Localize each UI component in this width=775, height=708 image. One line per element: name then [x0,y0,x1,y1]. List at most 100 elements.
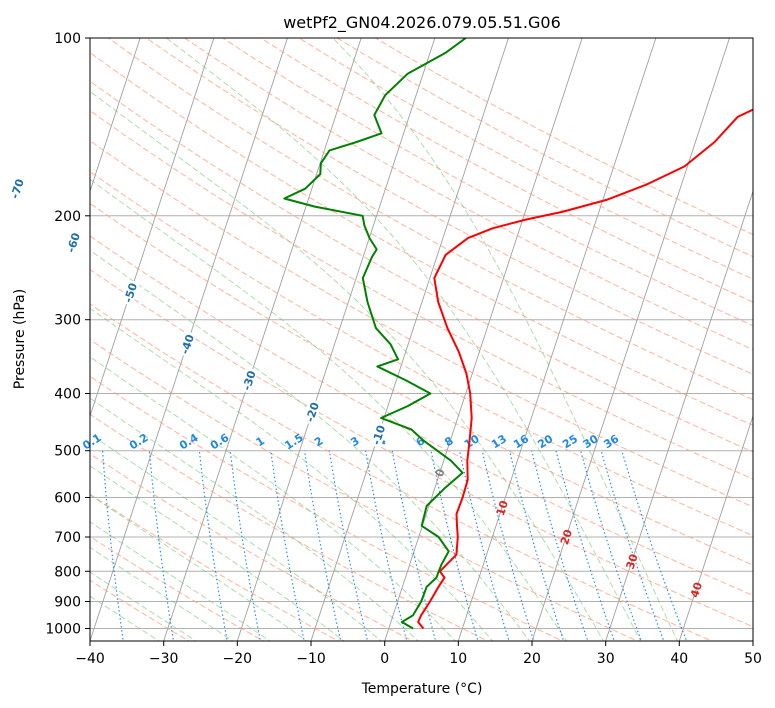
y-tick-label: 200 [54,209,81,225]
isotherm-line [236,38,436,641]
dry-adiabat-line [90,535,265,641]
moist-adiabat-line [90,571,197,641]
moist-adiabat-line [90,249,531,641]
isotherm-label-bg [238,366,259,394]
y-tick-label: 800 [54,564,81,580]
isotherm-line [678,414,753,641]
x-axis-title: Temperature (°C) [361,681,483,697]
isotherm-label: -70 [8,177,27,200]
moist-adiabat-line [90,465,345,641]
isotherm-label: 0 [433,467,448,479]
y-tick-label: 400 [54,387,81,403]
mixing-ratio-line [481,450,535,641]
isotherm-label: -20 [304,400,323,423]
y-tick-label: 100 [54,31,81,47]
isotherm-label: -30 [240,369,259,392]
dry-adiabat-line [90,140,753,508]
isotherm-label: 40 [688,580,705,599]
mixing-ratio-line [304,450,342,641]
y-axis-title: Pressure (hPa) [12,289,28,389]
plot-background [90,38,753,641]
isotherm-label: -50 [122,281,141,304]
mixing-ratio-line [391,450,437,641]
isotherm-label-bg [120,279,140,306]
plot-frame [89,37,754,642]
isotherm-label-bg [6,175,27,202]
moist-adiabat-line [332,38,678,641]
dry-adiabat-line [221,38,753,327]
mixing-ratio-line [580,450,642,641]
mixing-ratio-line [365,450,408,641]
y-tick-label: 300 [54,313,81,329]
y-tick-label: 600 [54,491,81,507]
mixing-ratio-line [555,450,615,641]
x-tick-label: 0 [380,651,389,667]
isotherm-line [90,38,215,418]
moist-adiabat-line [90,307,493,641]
moist-adiabat-line [90,433,382,641]
axes: −40 −30 −20 −10 0 10 20 30 40 5010009008007006005… [45,31,762,667]
x-tick-label: 10 [449,651,467,667]
isotherm-line [531,38,730,641]
isotherm-line [310,38,509,641]
moist-adiabat-line [90,178,568,641]
mixing-ratio-line [509,450,565,641]
isotherm-label-bg [176,330,197,358]
dry-adiabat-line [107,38,753,401]
y-tick-label: 700 [54,530,81,546]
y-tick-label: 1000 [45,622,81,638]
mixing-ratio-line [102,450,124,641]
isotherm-label: -60 [64,231,83,254]
x-tick-label: −10 [296,651,326,667]
x-tick-label: −30 [149,651,179,667]
isotherm-line [605,189,753,641]
mixing-ratio-line [459,450,510,641]
y-tick-label: 500 [54,444,81,460]
dry-adiabat-line [90,493,340,641]
isotherm-label: -10 [370,423,389,446]
dry-adiabat-line [90,413,489,641]
dewpoint-profile-line [283,38,467,630]
mixing-ratio-line [531,450,589,641]
moist-adiabat-line [90,521,271,641]
isotherm-line [163,38,362,641]
moist-adiabat-line [90,90,605,641]
x-tick-label: 40 [670,651,688,667]
y-tick-label: 900 [54,595,81,611]
mixing-ratio-line [328,450,369,641]
moist-adiabat-line [90,595,161,641]
x-tick-label: −20 [223,651,253,667]
dry-adiabat-line [145,38,753,375]
isotherm-label: 20 [558,528,575,547]
isotherm-label-bg [368,421,388,449]
isotherm-line [90,38,141,193]
isotherm-line [457,38,657,641]
dry-adiabat-line [90,339,639,641]
isotherm-line [384,38,583,641]
moist-adiabat-line [90,356,456,641]
x-tick-label: 20 [523,651,541,667]
isotherm-label: 10 [494,499,511,518]
x-tick-label: −40 [75,651,105,667]
mixing-ratio-line [148,450,175,641]
isotherm-label: 30 [624,552,641,571]
chart-title: wetPf2_GN04.2026.079.05.51.G06 [283,13,561,33]
dry-adiabat-line [90,52,753,426]
isotherm-label-bg [62,228,83,256]
x-tick-label: 50 [744,651,762,667]
isotherm-line [752,639,753,641]
dry-adiabat-line [90,202,753,566]
x-tick-label: 30 [597,651,615,667]
dry-adiabat-line [183,38,753,351]
mixing-ratio-line [270,450,305,641]
moist-adiabat-line [90,546,234,641]
isotherm-label-bg [301,398,322,426]
mixing-ratio-line [229,450,261,641]
dry-adiabat-line [90,170,753,537]
dry-adiabat-line [90,109,753,480]
dry-adiabat-line [298,38,753,280]
moist-adiabat-line [166,38,642,641]
isotherm-line [0,25,71,646]
isotherm-label: -40 [178,333,197,356]
